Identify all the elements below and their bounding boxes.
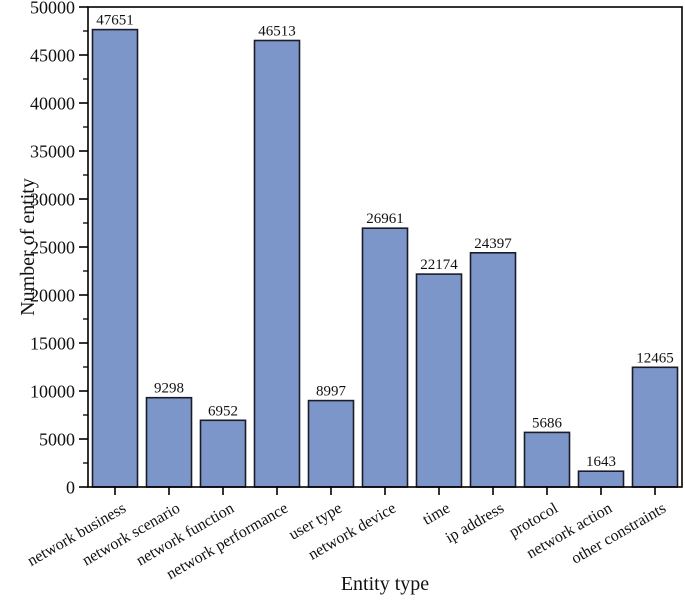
y-tick-label: 0 [66, 477, 75, 497]
bar-value-label: 26961 [366, 211, 404, 227]
bar-value-label: 9298 [154, 381, 184, 397]
y-tick-label: 5000 [39, 429, 75, 449]
x-tick-label: time [420, 500, 453, 529]
y-tick-label: 30000 [30, 189, 75, 209]
bar-value-label: 22174 [420, 257, 458, 273]
bar [307, 399, 355, 488]
bar [253, 39, 301, 488]
bar-value-label: 46513 [258, 24, 296, 40]
bar [145, 396, 193, 488]
y-tick-label: 45000 [30, 45, 75, 65]
y-tick-label: 20000 [30, 285, 75, 305]
bar-value-label: 12465 [636, 350, 674, 366]
x-tick-label: other constraints [569, 500, 669, 568]
y-tick-label: 10000 [30, 381, 75, 401]
bar [523, 431, 571, 488]
x-tick-label: ip address [443, 500, 507, 547]
bars-layer [91, 28, 679, 488]
bar-value-label: 1643 [586, 454, 616, 470]
y-tick-label: 25000 [30, 237, 75, 257]
bar [577, 470, 625, 488]
bar [631, 366, 679, 488]
bar [415, 273, 463, 488]
bar [469, 252, 517, 488]
y-tick-label: 50000 [30, 0, 75, 17]
bar [361, 227, 409, 488]
bar-value-label: 47651 [96, 13, 134, 29]
bar-value-label: 8997 [316, 384, 347, 400]
y-tick-label: 35000 [30, 141, 75, 161]
bar [91, 28, 139, 488]
bar-value-label: 6952 [208, 403, 238, 419]
y-tick-label: 40000 [30, 93, 75, 113]
y-axis-title: Number of entity [17, 178, 39, 316]
x-axis-title: Entity type [341, 573, 429, 595]
y-tick-label: 15000 [30, 333, 75, 353]
bar [199, 419, 247, 488]
bar-value-label: 5686 [532, 415, 563, 431]
axes-layer [79, 6, 683, 495]
bar-value-label: 24397 [474, 236, 512, 252]
